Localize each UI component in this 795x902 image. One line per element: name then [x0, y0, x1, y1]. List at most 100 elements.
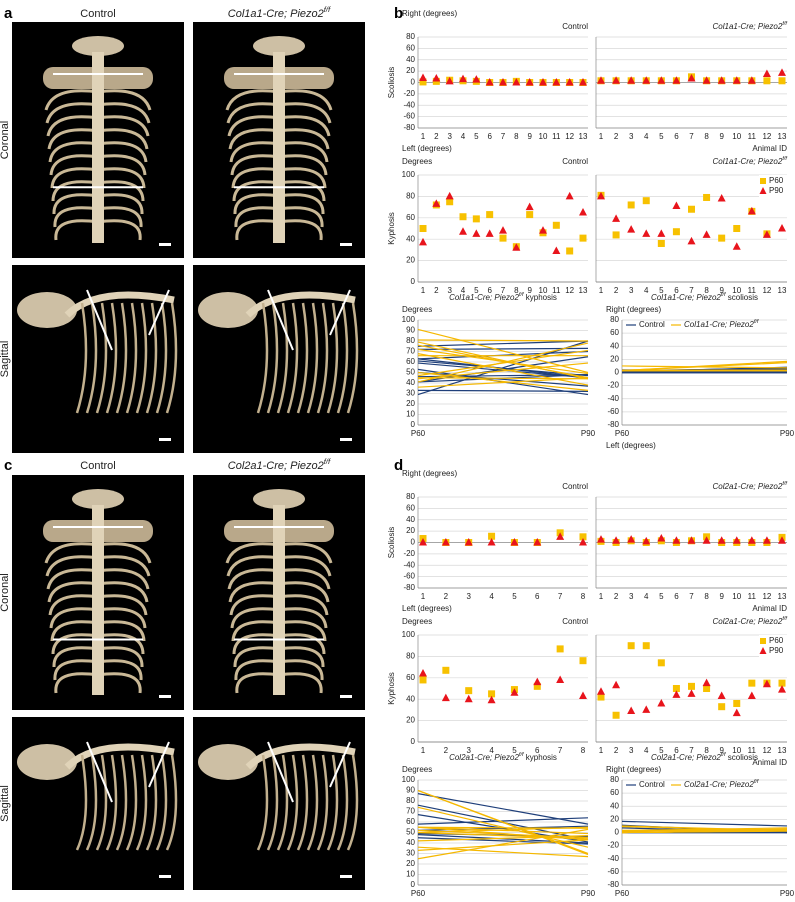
measure-line	[86, 289, 113, 351]
y-axis-label: Scoliosis	[387, 527, 396, 559]
chart-title: Control	[562, 482, 588, 491]
y-tick-label: 40	[406, 515, 415, 524]
spine	[273, 52, 285, 243]
skull	[72, 489, 124, 509]
rib	[54, 219, 142, 241]
legend-label-part: f/f	[754, 319, 760, 325]
triangle-marker	[512, 243, 521, 251]
spine	[92, 52, 104, 243]
triangle-marker	[717, 76, 726, 84]
animal-line	[621, 360, 788, 372]
y-tick-label: 0	[411, 420, 416, 429]
y-tick-label: -40	[403, 100, 415, 109]
chart-title-part: f/f	[721, 292, 727, 298]
triangle-marker	[597, 687, 605, 695]
x-tick-label: 4	[644, 286, 649, 295]
legend-marker	[760, 178, 766, 184]
rib	[48, 141, 148, 163]
triangle-marker	[552, 246, 561, 254]
animal-line	[621, 825, 788, 832]
measure-line	[329, 289, 351, 336]
y-tick-label: 60	[406, 43, 415, 52]
x-tick-label: 5	[659, 592, 664, 601]
x-tick-label: 5	[512, 746, 517, 755]
rib	[51, 633, 145, 655]
triangle-marker	[732, 708, 741, 717]
square-marker	[566, 247, 574, 255]
triangle-marker	[642, 76, 651, 84]
x-tick-label: 2	[614, 592, 619, 601]
x-tick-label: 10	[732, 132, 741, 141]
triangle-marker	[702, 230, 711, 238]
animal-line	[417, 826, 589, 841]
rib	[232, 180, 326, 202]
square-marker	[612, 231, 620, 239]
y-tick-label: -60	[607, 867, 619, 876]
chart-title-part: f/f	[782, 481, 788, 487]
triangle-marker	[687, 689, 696, 697]
skull	[198, 744, 258, 780]
square-marker	[612, 711, 620, 719]
rib	[46, 115, 150, 137]
square-marker	[486, 211, 494, 219]
y-tick-label: -80	[607, 420, 619, 429]
chart-title-part: scoliosis	[726, 293, 758, 302]
square-marker	[778, 679, 786, 687]
triangle-marker	[485, 229, 494, 237]
rib	[165, 754, 178, 851]
x-tick-label: 7	[558, 592, 563, 601]
chart-title-part: Col1a1-Cre; Piezo2	[713, 22, 783, 31]
y-tick-label: 0	[411, 538, 416, 547]
chart-title-part: Col2a1-Cre; Piezo2	[713, 617, 783, 626]
triangle-marker	[419, 73, 427, 81]
rib	[256, 754, 269, 851]
triangle-marker	[510, 688, 519, 696]
rib	[326, 302, 339, 414]
skull	[17, 744, 77, 780]
triangle-marker	[533, 677, 542, 686]
legend-marker	[759, 187, 767, 194]
rib	[115, 302, 128, 414]
x-tick-label: 9	[719, 132, 724, 141]
scale-bar	[159, 438, 171, 441]
x-tick-label: 3	[447, 132, 452, 141]
rib	[53, 206, 143, 228]
rib	[346, 302, 359, 414]
triangle-marker	[552, 78, 561, 86]
scale-bar	[159, 875, 171, 878]
y-tick-label: 40	[406, 55, 415, 64]
animal-line	[417, 341, 589, 380]
x-tick-label: P90	[780, 429, 795, 438]
bottom-label: Left (degrees)	[402, 604, 452, 613]
rib	[85, 754, 98, 851]
rib	[229, 141, 329, 163]
triangle-marker	[445, 76, 454, 85]
top-label: Degrees	[402, 765, 432, 774]
y-tick-label: 0	[411, 737, 416, 746]
x-tick-label: 8	[581, 592, 586, 601]
triangle-marker	[717, 691, 726, 699]
chart-title: Col2a1-Cre; Piezo2f/f	[713, 481, 789, 491]
triangle-marker	[747, 536, 756, 544]
legend-label-part: Col2a1-Cre; Piezo2	[684, 780, 754, 789]
square-marker	[419, 676, 427, 684]
ct-image	[12, 717, 184, 890]
y-tick-label: -40	[607, 854, 619, 863]
scale-bar	[340, 438, 352, 441]
triangle-marker	[565, 191, 574, 200]
triangle-marker	[657, 76, 666, 84]
square-marker	[642, 197, 650, 205]
y-tick-label: 40	[610, 801, 619, 810]
rib	[227, 568, 331, 590]
triangle-marker	[612, 76, 621, 84]
triangle-marker	[419, 669, 427, 677]
chart-title: Col1a1-Cre; Piezo2f/f	[713, 21, 789, 31]
top-label: Right (degrees)	[606, 765, 661, 774]
y-tick-label: -80	[607, 880, 619, 889]
rib	[296, 754, 309, 851]
triangle-marker	[747, 691, 756, 699]
image-row-label: Sagittal	[0, 785, 11, 822]
square-marker	[688, 682, 695, 690]
